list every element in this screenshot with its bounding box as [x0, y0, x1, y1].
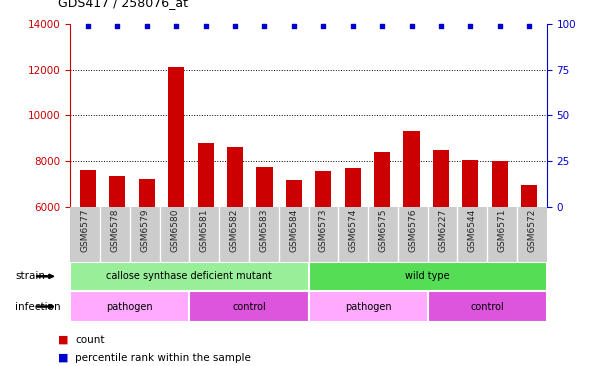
- Text: infection: infection: [15, 302, 61, 311]
- Bar: [345, 168, 360, 344]
- Bar: [168, 67, 185, 344]
- Point: [260, 23, 269, 29]
- Text: GSM6544: GSM6544: [468, 209, 477, 252]
- Text: GSM6581: GSM6581: [200, 209, 209, 253]
- Bar: [70, 262, 309, 291]
- Text: GSM6576: GSM6576: [408, 209, 417, 253]
- Point: [171, 23, 181, 29]
- Point: [83, 23, 93, 29]
- Point: [407, 23, 417, 29]
- Text: control: control: [470, 302, 504, 311]
- Point: [466, 23, 475, 29]
- Point: [524, 23, 534, 29]
- Text: GSM6571: GSM6571: [498, 209, 507, 253]
- Bar: [139, 179, 155, 344]
- Bar: [315, 171, 331, 344]
- Bar: [463, 160, 478, 344]
- Point: [230, 23, 240, 29]
- Bar: [428, 291, 547, 322]
- Bar: [309, 262, 547, 291]
- Text: wild type: wild type: [405, 271, 450, 281]
- Text: count: count: [75, 335, 104, 345]
- Bar: [189, 291, 309, 322]
- Text: GSM6580: GSM6580: [170, 209, 179, 253]
- Point: [112, 23, 122, 29]
- Text: ■: ■: [58, 335, 68, 345]
- Point: [200, 23, 210, 29]
- Text: GSM6572: GSM6572: [527, 209, 536, 253]
- Text: GSM6584: GSM6584: [289, 209, 298, 253]
- Point: [142, 23, 152, 29]
- Text: GDS417 / 258076_at: GDS417 / 258076_at: [58, 0, 188, 9]
- Text: control: control: [232, 302, 266, 311]
- Text: GSM6579: GSM6579: [141, 209, 149, 253]
- Bar: [374, 152, 390, 344]
- Bar: [286, 180, 302, 344]
- Text: pathogen: pathogen: [106, 302, 153, 311]
- Text: GSM6582: GSM6582: [230, 209, 238, 253]
- Bar: [521, 185, 537, 344]
- Text: GSM6227: GSM6227: [438, 209, 447, 252]
- Text: percentile rank within the sample: percentile rank within the sample: [75, 353, 251, 363]
- Point: [436, 23, 446, 29]
- Bar: [227, 147, 243, 344]
- Text: GSM6573: GSM6573: [319, 209, 328, 253]
- Text: callose synthase deficient mutant: callose synthase deficient mutant: [106, 271, 273, 281]
- Bar: [70, 291, 189, 322]
- Text: strain: strain: [15, 271, 45, 281]
- Bar: [403, 131, 420, 344]
- Text: GSM6577: GSM6577: [81, 209, 90, 253]
- Text: pathogen: pathogen: [345, 302, 392, 311]
- Text: GSM6574: GSM6574: [349, 209, 357, 253]
- Bar: [257, 167, 273, 344]
- Point: [348, 23, 357, 29]
- Bar: [433, 150, 449, 344]
- Bar: [492, 161, 508, 344]
- Point: [318, 23, 328, 29]
- Text: GSM6575: GSM6575: [379, 209, 387, 253]
- Text: GSM6583: GSM6583: [260, 209, 268, 253]
- Bar: [80, 170, 96, 344]
- Bar: [309, 291, 428, 322]
- Bar: [197, 143, 214, 344]
- Point: [377, 23, 387, 29]
- Point: [495, 23, 505, 29]
- Text: GSM6578: GSM6578: [111, 209, 119, 253]
- Text: ■: ■: [58, 353, 68, 363]
- Point: [289, 23, 299, 29]
- Bar: [109, 176, 125, 344]
